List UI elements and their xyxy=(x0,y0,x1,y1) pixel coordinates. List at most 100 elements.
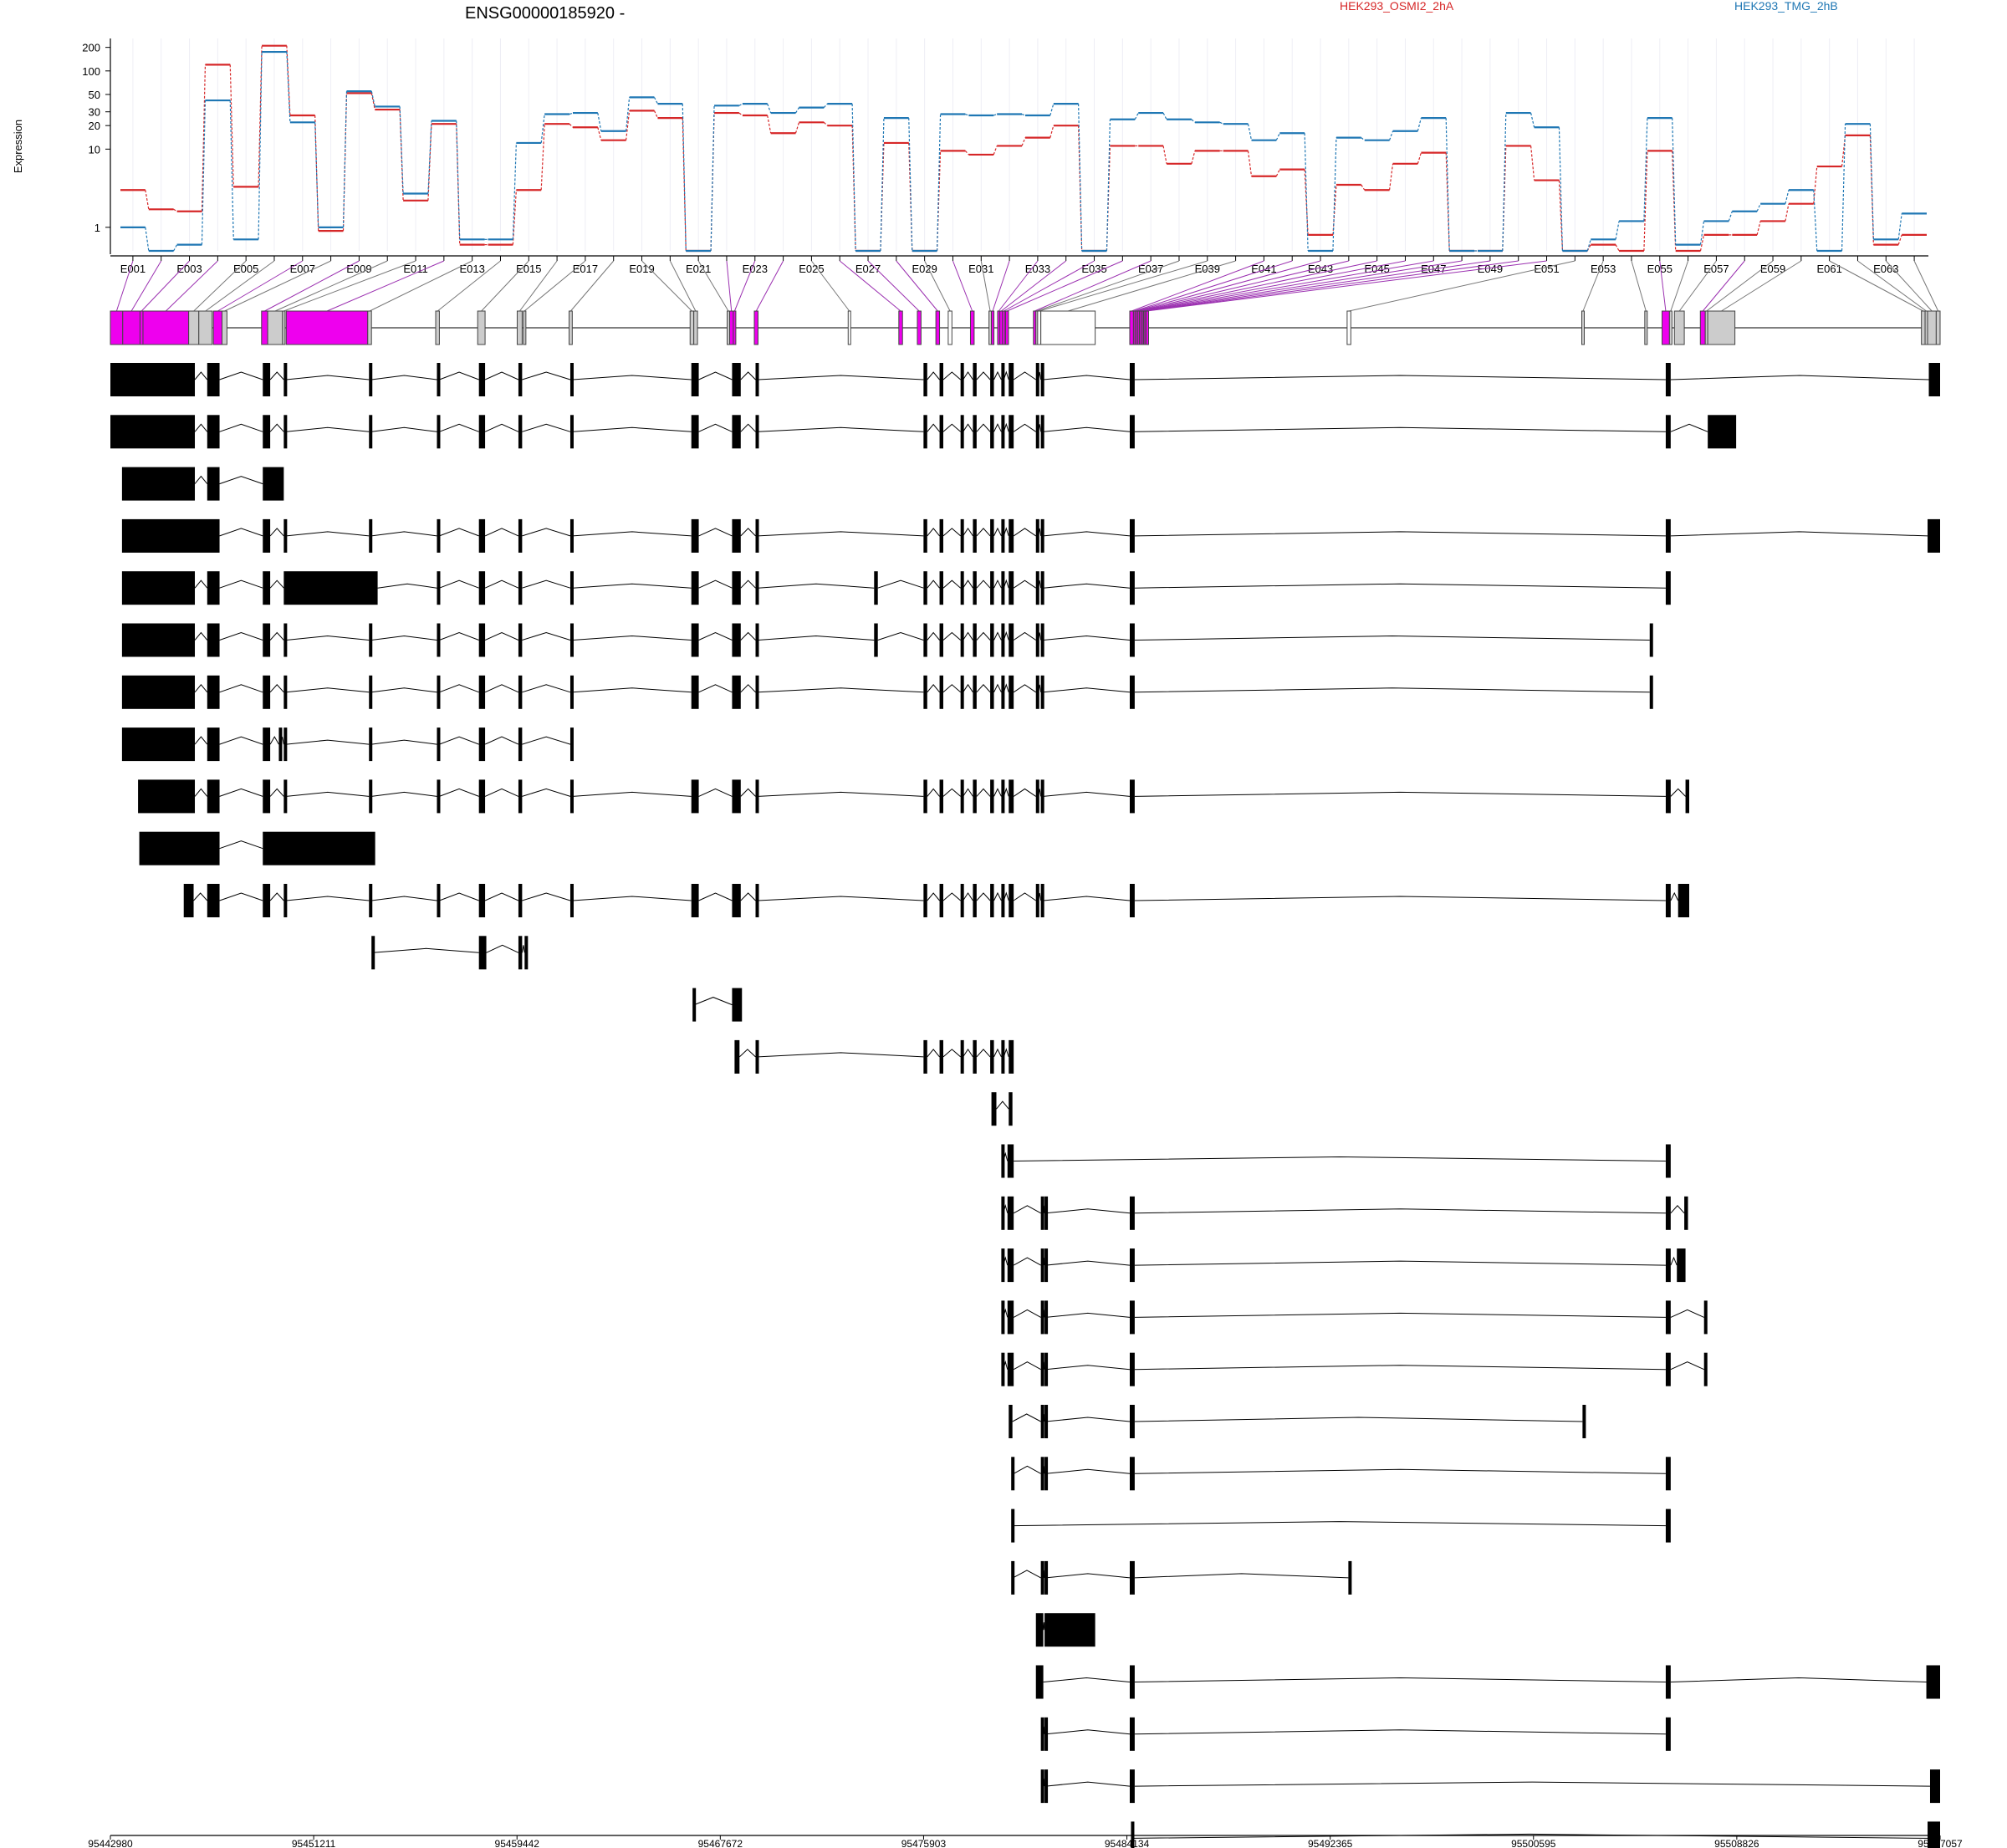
transcript-intron xyxy=(698,684,733,693)
series-0-step xyxy=(880,142,885,252)
transcript-intron xyxy=(877,631,924,641)
gene-exon-e001 xyxy=(110,310,124,345)
transcript-intron xyxy=(976,892,991,901)
transcript-exon xyxy=(263,363,271,396)
transcript-exon xyxy=(1129,884,1135,917)
transcript-intron xyxy=(371,687,437,693)
exon-connector xyxy=(1138,260,1377,312)
transcript-exon xyxy=(369,779,373,814)
transcript-intron xyxy=(927,684,940,693)
series-1-step xyxy=(1785,190,1790,204)
transcript-exon xyxy=(569,727,574,762)
transcript-intron xyxy=(1013,528,1037,537)
transcript-exon xyxy=(1678,884,1689,917)
exon-connector xyxy=(481,260,529,312)
transcript-intron xyxy=(927,423,940,432)
exon-connector xyxy=(1678,260,1717,312)
transcript-exon xyxy=(1001,1144,1005,1178)
exon-tick-label: E001 xyxy=(120,263,146,275)
series-1-step xyxy=(767,103,772,114)
series-0-step xyxy=(1445,152,1450,252)
transcript-exon xyxy=(1009,779,1014,814)
series-1-step xyxy=(936,114,942,252)
transcript-exon xyxy=(369,884,373,917)
exon-connector xyxy=(130,260,162,312)
transcript-exon xyxy=(1001,623,1005,657)
transcript-exon xyxy=(1129,415,1135,449)
series-1-step xyxy=(1361,137,1366,141)
transcript-exon xyxy=(278,727,283,762)
transcript-intron xyxy=(993,891,1002,901)
transcript-exon xyxy=(990,884,994,917)
transcript-exon xyxy=(1044,1405,1049,1438)
series-0-step xyxy=(1417,152,1422,164)
gene-exon-e027 xyxy=(917,310,922,345)
exon-connector xyxy=(1146,260,1547,312)
transcript-exon xyxy=(1007,1196,1014,1230)
transcript-exon xyxy=(1009,363,1014,396)
transcript-exon xyxy=(207,415,220,449)
gene-exon-e006 xyxy=(198,310,213,345)
transcript-exon xyxy=(478,623,486,657)
transcript-exon xyxy=(283,623,288,657)
transcript-intron xyxy=(698,528,733,537)
series-1-step xyxy=(1530,112,1535,128)
y-tick-label: 100 xyxy=(82,65,100,78)
transcript-exon xyxy=(973,675,977,709)
transcript-intron xyxy=(219,840,263,850)
exon-connector xyxy=(1006,260,1123,312)
transcript-exon xyxy=(923,779,927,814)
series-0-step xyxy=(1191,151,1196,164)
series-1-step xyxy=(1417,117,1422,131)
series-0-step xyxy=(1615,244,1620,252)
transcript-intron xyxy=(942,892,961,901)
transcript-exon xyxy=(283,675,288,709)
transcript-intron xyxy=(194,579,208,589)
exon-connector xyxy=(274,260,388,312)
transcript-intron xyxy=(1013,1309,1041,1318)
transcript-exon xyxy=(263,675,271,709)
transcript-intron xyxy=(1670,1205,1685,1214)
y-tick-label: 50 xyxy=(89,89,100,101)
transcript-intron xyxy=(371,739,437,745)
transcript-exon xyxy=(1129,779,1135,814)
gene-exon-e036 xyxy=(1004,310,1009,345)
exon-tick-label: E063 xyxy=(1873,263,1898,275)
transcript-intron xyxy=(572,791,692,797)
transcript-exon xyxy=(263,467,284,501)
transcript-exon xyxy=(755,779,759,814)
exon-tick-label: E031 xyxy=(968,263,993,275)
genome-coordinate-label: 95484134 xyxy=(1105,1838,1150,1848)
transcript-intron xyxy=(522,528,571,537)
transcript-intron xyxy=(572,375,692,380)
transcript-exon xyxy=(518,936,523,970)
transcript-intron xyxy=(942,631,961,641)
series-1-step xyxy=(794,107,800,114)
transcript-intron xyxy=(1670,375,1929,380)
exon-id-axis: E001 E003 E005 E007 E009 E011 E013 E015 E017 E019… xyxy=(120,256,1915,275)
exon-connector xyxy=(1145,260,1519,312)
transcript-intron xyxy=(1134,583,1666,589)
transcript-intron xyxy=(522,371,571,380)
exon-tick-label: E007 xyxy=(290,263,315,275)
gene-exon-e019 xyxy=(689,310,695,345)
transcript-exon xyxy=(1665,518,1671,553)
transcript-intron xyxy=(572,531,692,537)
gene-exon-e035 xyxy=(1002,310,1006,345)
series-0-step xyxy=(286,45,291,116)
gene-exon-e053 xyxy=(1581,310,1586,345)
transcript-exon xyxy=(1044,1769,1049,1804)
transcript-intron xyxy=(698,631,733,641)
exon-connector xyxy=(283,260,416,312)
exon-connector xyxy=(669,260,697,312)
vertical-grid xyxy=(132,38,1915,251)
transcript-exon xyxy=(923,675,927,709)
transcript-intron xyxy=(484,788,519,797)
series-1-step xyxy=(342,91,348,227)
exon-tick-label: E057 xyxy=(1703,263,1729,275)
transcript-exon xyxy=(1665,1300,1671,1335)
transcript-exon xyxy=(263,571,271,605)
transcript-intron xyxy=(740,684,756,693)
series-0-step xyxy=(1530,145,1535,181)
transcript-intron xyxy=(927,528,940,537)
